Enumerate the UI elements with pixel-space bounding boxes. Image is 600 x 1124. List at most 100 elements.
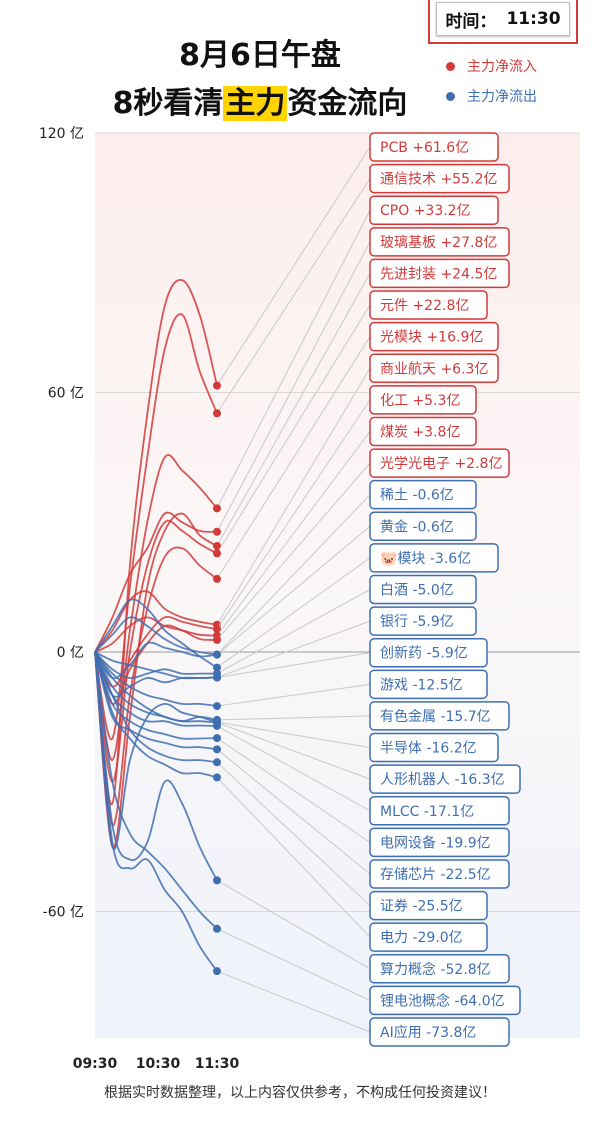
leader-line <box>216 525 371 655</box>
series-label: 算力概念 -52.8亿 <box>380 961 491 978</box>
series-label: 黄金 -0.6亿 <box>380 518 454 535</box>
series-end-dot <box>213 650 221 659</box>
time-inner: 时间： 11:30 <box>436 2 570 36</box>
legend-inflow: 主力净流入 <box>446 56 537 76</box>
legend-inflow-label: 主力净流入 <box>467 59 537 75</box>
legend-inflow-dot <box>446 61 455 71</box>
series-label: 先进封装 +24.5亿 <box>380 266 497 282</box>
series-line <box>94 651 218 930</box>
series-label-box <box>369 353 499 383</box>
subtitle-highlight: 主力 <box>223 86 288 121</box>
leader-line <box>216 241 371 532</box>
leader-line <box>216 589 371 675</box>
leader-line <box>216 367 371 626</box>
time-label: 时间： <box>445 11 497 32</box>
y-tick-label: 60 亿 <box>48 386 84 402</box>
series-label-box <box>369 1017 510 1047</box>
series-label: 锂电池概念 -64.0亿 <box>380 992 505 1009</box>
disclaimer-footer: 根据实时数据整理，以上内容仅供参考，不构成任何投资建议！ <box>104 1085 496 1101</box>
page-title: 8月6日午盘 <box>179 38 341 73</box>
series-end-dot <box>213 745 221 754</box>
legend-outflow: 主力净流出 <box>446 86 537 106</box>
series-end-dot <box>213 673 221 682</box>
leader-line <box>216 146 371 386</box>
leader-line <box>216 721 371 749</box>
series-line <box>94 651 218 724</box>
y-tick-label: 0 亿 <box>57 645 84 661</box>
leader-line <box>216 557 371 668</box>
legend-outflow-label: 主力净流出 <box>467 89 537 105</box>
subtitle-pre: 8秒看清 <box>112 86 224 121</box>
series-label: MLCC -17.1亿 <box>380 804 474 820</box>
y-tick-label: 120 亿 <box>39 126 84 142</box>
series-label-box <box>369 637 488 668</box>
series-label: 游戏 -12.5亿 <box>380 677 463 693</box>
series-label-box <box>369 954 510 984</box>
series-end-dot <box>213 625 221 634</box>
series-label-box <box>369 479 477 510</box>
series-line <box>94 651 218 764</box>
series-label: 人形机器人 -16.3亿 <box>380 772 505 788</box>
series-label-box <box>369 764 521 794</box>
legend-outflow-dot <box>446 91 455 101</box>
series-end-dot <box>213 967 221 976</box>
series-label-box <box>369 606 477 636</box>
leader-line <box>216 715 371 721</box>
x-tick-label: 09:30 <box>73 1056 118 1072</box>
series-label-box <box>369 511 477 542</box>
leader-line <box>216 748 371 875</box>
subtitle-post: 资金流向 <box>287 86 408 121</box>
leader-line <box>216 970 371 1033</box>
leader-line <box>216 652 371 679</box>
leader-line <box>216 336 371 580</box>
series-label-box <box>369 796 510 826</box>
series-label: 稀土 -0.6亿 <box>380 488 454 504</box>
series-end-dot <box>213 734 221 743</box>
leader-line <box>216 304 371 554</box>
series-end-dot <box>213 549 221 558</box>
leader-line <box>216 722 371 780</box>
series-label-box <box>369 227 510 257</box>
leader-line <box>216 928 371 1001</box>
series-line <box>94 651 218 972</box>
series-label: 玻璃基板 +27.8亿 <box>380 234 497 251</box>
series-label: 存储芯片 -22.5亿 <box>380 867 491 883</box>
series-label-box <box>369 890 488 921</box>
series-line <box>94 598 218 669</box>
series-end-dot <box>213 542 221 551</box>
leader-line <box>216 737 371 843</box>
series-label-box <box>369 827 510 858</box>
series-label-box <box>369 985 521 1016</box>
series-end-dot <box>213 635 221 644</box>
series-end-dot <box>213 574 221 583</box>
series-end-dot <box>213 663 221 672</box>
series-label: 电网设备 -19.9亿 <box>380 834 491 851</box>
series-line <box>94 511 218 653</box>
series-label-box <box>369 448 510 478</box>
time-box: 时间： 11:30 <box>428 0 578 44</box>
leader-line <box>216 761 371 906</box>
series-label-box <box>369 732 499 763</box>
series-label: 煤炭 +3.8亿 <box>380 424 460 440</box>
series-line <box>94 651 218 707</box>
leader-line <box>216 683 371 707</box>
series-label: 白酒 -5.0亿 <box>380 583 454 599</box>
series-label-box <box>369 163 510 194</box>
series-label: 电力 -29.0亿 <box>380 930 463 946</box>
series-label: 通信技术 +55.2亿 <box>380 172 497 188</box>
series-label-box <box>369 574 477 605</box>
series-label-box <box>369 416 477 447</box>
leader-line <box>216 462 371 641</box>
series-line <box>94 616 218 653</box>
series-label-box <box>369 669 488 700</box>
leader-line <box>216 431 371 636</box>
series-line <box>94 651 218 881</box>
series-label: 有色金属 -15.7亿 <box>380 708 491 725</box>
series-line <box>94 651 218 751</box>
series-line <box>94 651 218 740</box>
series-label: 化工 +5.3亿 <box>380 393 460 409</box>
series-end-dot <box>213 381 221 390</box>
series-label: 半导体 -16.2亿 <box>380 741 477 757</box>
series-label: 银行 -5.9亿 <box>380 614 454 630</box>
time-value: 11:30 <box>506 9 561 29</box>
